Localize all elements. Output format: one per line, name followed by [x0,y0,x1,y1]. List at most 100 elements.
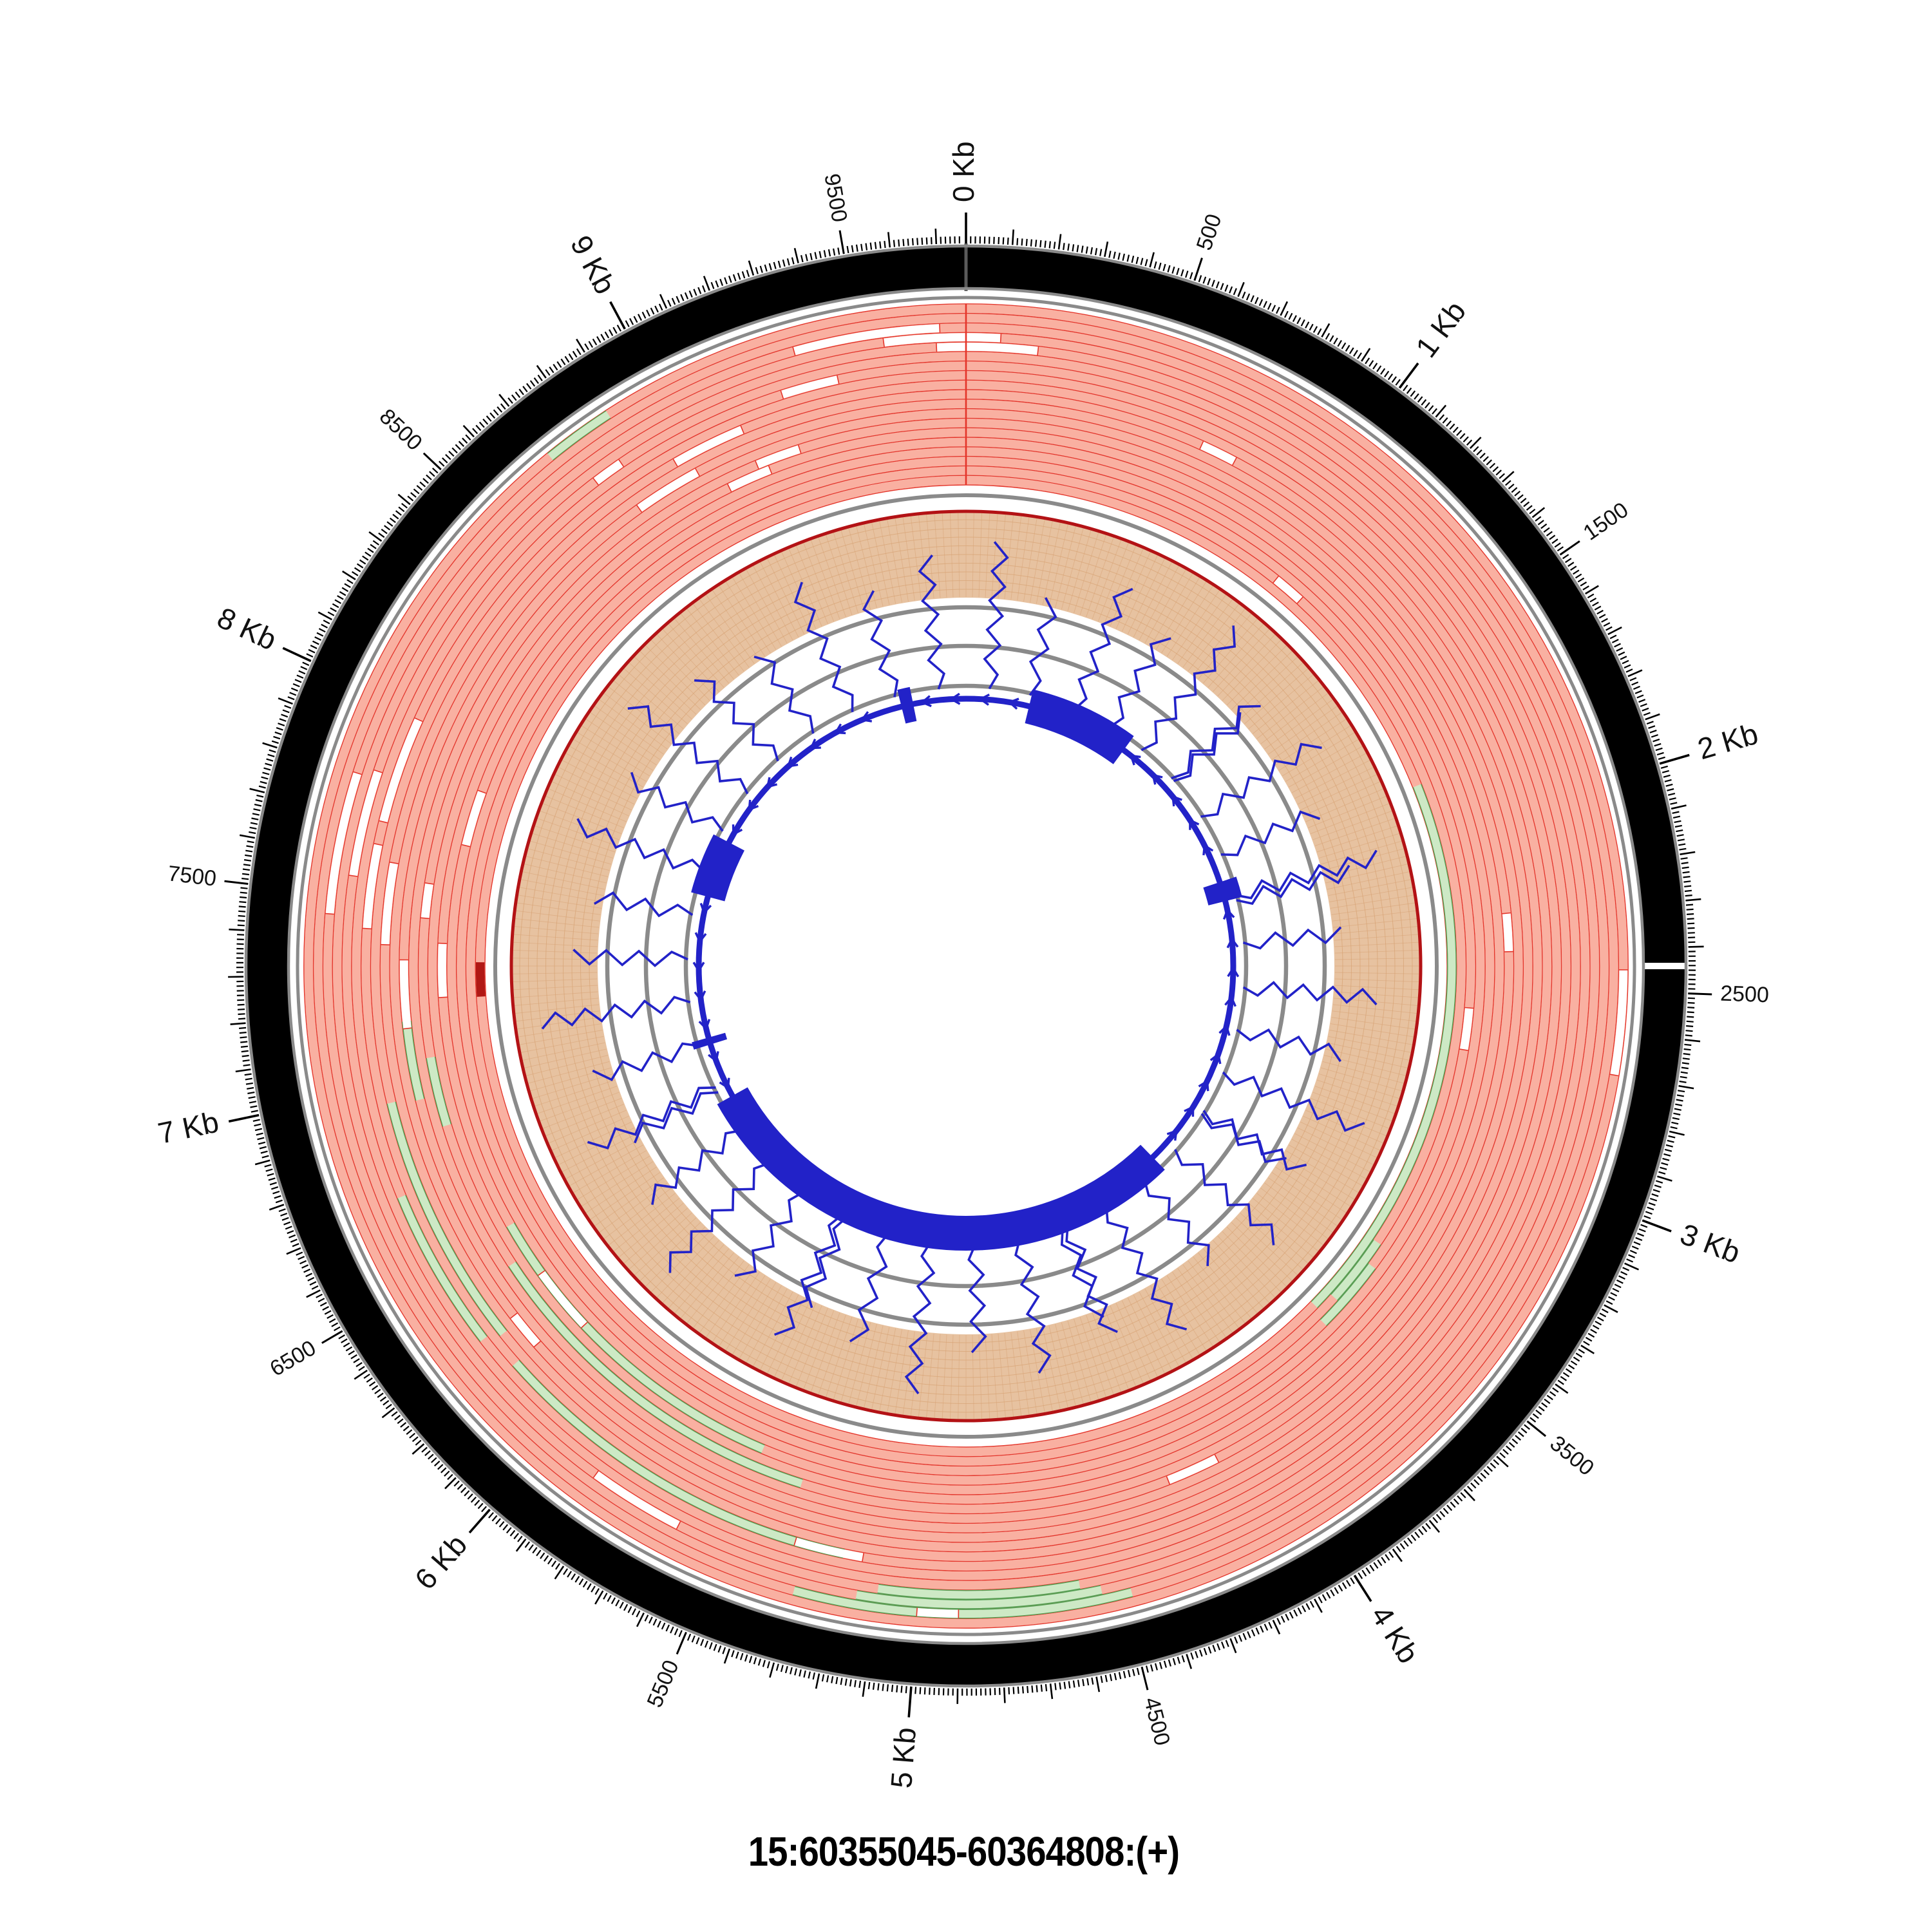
read-gap [636,468,700,512]
read-gap [399,960,412,1029]
insertion-zigzag [587,1086,716,1150]
special-read [475,962,486,997]
tick-label: 5 Kb [884,1726,922,1789]
tick-label: 2 Kb [1694,717,1761,766]
insertion-zigzag [983,541,1009,690]
read-gap [793,324,940,355]
separator-mid [493,493,1439,1439]
insertion-zigzag [694,679,779,762]
insertion-zigzag [1065,1224,1118,1333]
strand-arrow [1222,908,1235,920]
read-gap [421,882,433,919]
read-gap [349,770,383,876]
tick-label: 1 Kb [1409,295,1472,364]
insertion-marks [541,541,1378,1395]
reads-track [303,303,1629,1629]
insertion-zigzag [1173,712,1242,782]
tick-label: 500 [1192,211,1227,254]
strand-arrow [699,903,712,915]
read-gap [1502,913,1513,952]
reverse-read [792,1586,1133,1618]
read-gap [381,862,399,945]
strand-arrow [719,1077,730,1090]
read-gap [794,1537,864,1562]
strand-arrow [748,799,759,811]
reverse-read [387,1101,507,1336]
strand-arrow [978,693,990,706]
reverse-read [508,1262,803,1488]
read-gap [883,333,1001,347]
strand-arrow [1129,754,1141,766]
insertion-zigzag [734,1191,804,1277]
insertion-zigzag [1222,1071,1365,1132]
tick-label: 7500 [167,861,218,891]
tick-label: 7 Kb [155,1104,222,1150]
strand-arrow [708,1051,719,1063]
insertion-zigzag [651,1129,742,1205]
strand-arrow [786,756,799,768]
strand-arrow [949,692,961,705]
read-gap [363,843,383,929]
strand-arrow [1218,1024,1231,1036]
exon-block [692,1032,728,1050]
insertion-zigzag [904,1241,936,1395]
strand-arrow [1198,1079,1209,1092]
strand-arrow [698,1019,711,1031]
gene-track [691,687,1242,1251]
insertion-zigzag [573,949,688,967]
insertion-zigzag [634,1091,719,1144]
tick-label: 3500 [1546,1431,1599,1481]
insertion-zigzag [849,1232,890,1343]
insertion-zigzag [627,705,749,795]
insertion-zigzag [804,1216,848,1309]
strand-arrow [860,711,873,723]
insertion-zigzag [668,1162,770,1273]
reverse-read [1331,1240,1381,1301]
reverse-read [855,1586,1103,1609]
tick-label: 8500 [375,404,427,456]
insertion-zigzag [793,582,854,712]
tick-label: 4 Kb [1365,1600,1426,1669]
reverse-read [397,1195,488,1342]
tick-label: 9 Kb [564,230,623,299]
insertion-zigzag [1014,1238,1052,1374]
insertion-zigzag [1242,981,1378,1006]
insertion-zigzag [1236,1028,1341,1063]
insertion-zigzag [1143,1179,1210,1266]
strand-arrow [1209,1052,1222,1065]
reverse-read [426,1056,451,1127]
tick-label: 0 Kb [947,141,980,202]
strand-arrow [1226,936,1239,949]
coverage-line [509,509,1423,1423]
exon-block [897,687,917,724]
strand-arrow [809,739,821,750]
exon-block [1203,876,1242,906]
insertion-zigzag [576,818,705,873]
read-gap [593,1471,681,1529]
reverse-read [512,1359,845,1558]
tick-label: 6 Kb [408,1528,473,1595]
insertion-zigzag [1108,637,1171,729]
insertion-zigzag [1200,1113,1287,1163]
read-gap [673,426,744,467]
read-gap [936,343,1039,355]
tick-label: 5500 [642,1656,683,1710]
axis-ticks [224,213,1712,1718]
strand-arrow [1227,966,1240,978]
insertion-zigzag [1174,1149,1275,1245]
reverse-read [1320,1264,1376,1326]
strand-arrow [1184,1105,1195,1117]
insertion-zigzag [1073,587,1133,711]
insertion-zigzag [1236,864,1350,905]
tick-label: 1500 [1579,498,1633,545]
strand-arrow [1202,843,1214,856]
tick-label: 8 Kb [213,600,282,656]
strand-arrow [920,695,932,708]
insertion-zigzag [773,1214,843,1336]
reverse-read [1311,784,1457,1308]
insertion-zigzag [967,1244,987,1354]
tick-label: 4500 [1139,1695,1175,1748]
strand-arrow [692,961,705,973]
